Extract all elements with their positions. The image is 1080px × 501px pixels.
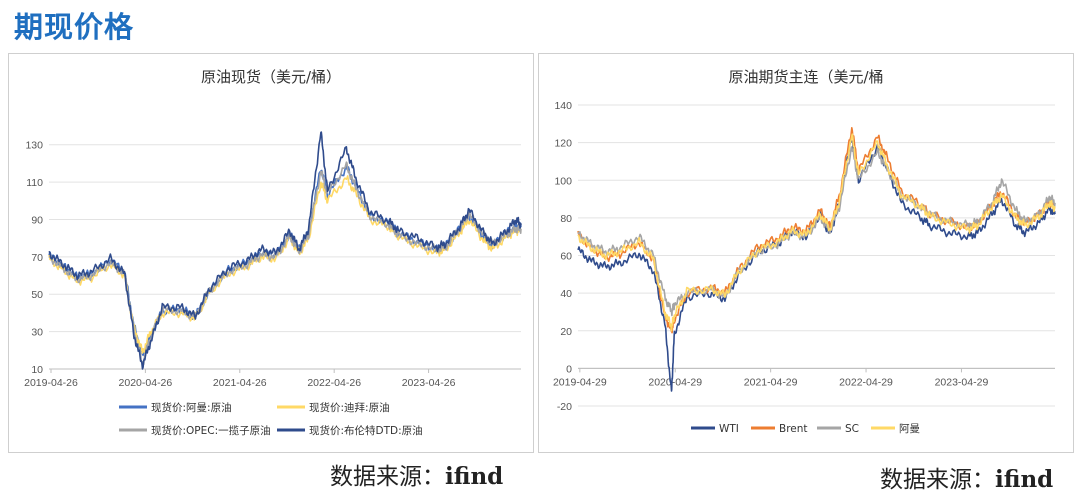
- y-tick-label: 90: [31, 214, 43, 226]
- series-line: [577, 140, 1056, 392]
- y-tick-label: 10: [31, 364, 43, 376]
- series-line: [48, 164, 522, 357]
- spot-price-chart-panel: 原油现货（美元/桶） 10 30 50 70 90 110 130 2019-04-26 2020…: [8, 53, 534, 453]
- source-value: ifind: [445, 463, 504, 490]
- x-tick-label: 2020-04-29: [648, 376, 702, 388]
- series-line: [48, 161, 522, 366]
- source-value: ifind: [995, 466, 1054, 493]
- y-tick-label: 100: [554, 175, 572, 187]
- series-line: [48, 131, 522, 370]
- x-tick-label: 2023-04-29: [935, 376, 989, 388]
- page-title: 期现价格: [14, 10, 135, 44]
- y-tick-label: 140: [554, 100, 572, 112]
- legend-label: 现货价:OPEC:一揽子原油: [151, 424, 271, 437]
- x-tick-label: 2019-04-26: [24, 377, 78, 389]
- futures-chart: 原油期货主连（美元/桶 -20 0 20 40 60 80 100 120 140 2019-04-…: [553, 68, 1056, 435]
- series-line: [48, 175, 522, 354]
- y-tick-label: 50: [31, 289, 43, 301]
- y-tick-label: -20: [557, 401, 572, 413]
- y-tick-label: 40: [560, 288, 572, 300]
- chart-title: 原油期货主连（美元/桶: [728, 68, 883, 86]
- y-tick-label: 130: [25, 140, 43, 152]
- futures-chart-panel: 原油期货主连（美元/桶 -20 0 20 40 60 80 100 120 140 2019-04-…: [538, 53, 1074, 453]
- y-tick-label: 60: [560, 251, 572, 263]
- y-tick-label: 120: [554, 138, 572, 150]
- legend-label: 现货价:阿曼:原油: [151, 401, 232, 414]
- y-tick-label: 80: [560, 213, 572, 225]
- legend-label: 阿曼: [899, 423, 920, 435]
- x-tick-label: 2021-04-29: [744, 376, 798, 388]
- data-source-left: 数据来源：ifind: [330, 457, 503, 491]
- series-line: [577, 133, 1056, 332]
- y-tick-label: 30: [31, 327, 43, 339]
- spot-price-chart: 原油现货（美元/桶） 10 30 50 70 90 110 130 2019-04-26 2020…: [24, 68, 522, 437]
- source-label: 数据来源：: [880, 467, 995, 493]
- chart-title: 原油现货（美元/桶）: [201, 68, 341, 86]
- y-tick-label: 20: [560, 326, 572, 338]
- legend-label: 现货价:迪拜:原油: [309, 401, 390, 414]
- x-tick-label: 2021-04-26: [213, 377, 267, 389]
- x-tick-label: 2019-04-29: [553, 376, 607, 388]
- source-label: 数据来源：: [330, 464, 445, 490]
- legend-label: SC: [845, 423, 859, 435]
- x-tick-label: 2022-04-26: [307, 377, 361, 389]
- legend-label: Brent: [779, 423, 808, 435]
- y-tick-label: 110: [26, 177, 43, 189]
- series-line: [577, 146, 1056, 317]
- series-line: [577, 127, 1056, 334]
- legend-label: WTI: [719, 423, 739, 435]
- data-source-right: 数据来源：ifind: [880, 460, 1053, 494]
- x-tick-label: 2020-04-26: [119, 377, 173, 389]
- y-tick-label: 70: [31, 252, 43, 264]
- legend-label: 现货价:布伦特DTD:原油: [309, 424, 423, 437]
- x-tick-label: 2023-04-26: [402, 377, 456, 389]
- x-tick-label: 2022-04-29: [839, 376, 893, 388]
- y-tick-label: 0: [566, 363, 572, 375]
